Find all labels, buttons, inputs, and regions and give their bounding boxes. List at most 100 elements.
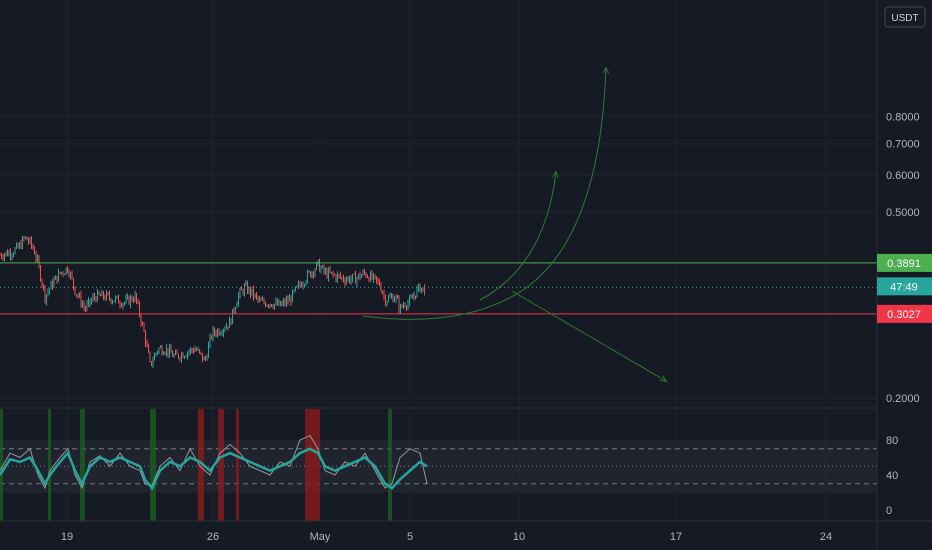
candle-body: [373, 274, 374, 279]
candle-body: [311, 272, 313, 277]
candle-body: [338, 274, 340, 276]
candle-body: [181, 353, 182, 360]
candle-body: [217, 329, 218, 335]
annotations[interactable]: [362, 68, 666, 381]
price-scale[interactable]: 0.8000 0.7000 0.6000 0.5000 0.2000 80 40 0 0.3…: [876, 0, 932, 550]
candle-body: [254, 294, 256, 297]
candle-body: [385, 296, 386, 305]
candle-body: [316, 262, 317, 270]
candle-body: [58, 271, 59, 282]
candle-body: [76, 294, 77, 296]
candle-body: [107, 292, 109, 294]
candle-body: [232, 309, 233, 325]
time-axis[interactable]: 19 26 May 5 10 17 24: [0, 520, 932, 543]
candle-body: [263, 299, 265, 303]
candle-body: [161, 347, 163, 354]
candle-body: [34, 248, 35, 254]
candle-body: [124, 302, 125, 304]
bullish-arrow-1[interactable]: [362, 68, 606, 320]
candle-body: [296, 285, 298, 287]
candle-body: [230, 319, 232, 325]
candle-body: [211, 336, 212, 338]
candle-body: [184, 356, 185, 358]
candle-body: [265, 302, 266, 307]
candle-body: [358, 274, 359, 278]
support-badge-label: 0.3027: [887, 309, 921, 321]
candle-body: [8, 251, 10, 256]
currency-button-frame[interactable]: [884, 6, 926, 28]
oscillator-highlight-column: [388, 409, 392, 521]
resistance-badge: [877, 253, 932, 272]
oscillator-tick-label: 40: [886, 470, 898, 482]
currency-button[interactable]: USDT: [884, 6, 926, 28]
candle-body: [412, 297, 413, 299]
candle-body: [130, 296, 131, 305]
candle-body: [398, 298, 400, 311]
candle-body: [400, 305, 401, 311]
candle-body: [242, 290, 244, 294]
candle-body: [127, 296, 128, 299]
candle-body: [409, 298, 410, 303]
oscillator-lines: [0, 434, 428, 491]
candle-body: [317, 260, 319, 263]
resistance-badge-label: 0.3891: [887, 258, 921, 270]
candle-body: [146, 343, 148, 346]
bullish-arrow-2[interactable]: [479, 172, 556, 301]
candle-body: [359, 274, 361, 279]
bearish-arrow[interactable]: [511, 290, 666, 381]
current-price-badge-label: 47:49: [890, 281, 918, 293]
candle-body: [115, 297, 116, 301]
candle-body: [292, 290, 293, 303]
candle-body: [13, 253, 14, 256]
candle-body: [277, 301, 278, 305]
candle-body: [235, 308, 236, 312]
candle-body: [341, 277, 343, 279]
candle-body: [218, 329, 220, 335]
candle-body: [367, 276, 368, 278]
candle-body: [152, 360, 154, 365]
candle-body: [41, 280, 43, 286]
candle-body: [46, 294, 47, 302]
candle-body: [197, 349, 199, 351]
candle-body: [374, 274, 376, 277]
currency-label: USDT: [891, 13, 918, 24]
candle-body: [131, 296, 133, 301]
time-tick-label: 17: [670, 531, 682, 543]
candle-body: [410, 297, 412, 299]
candle-body: [397, 296, 398, 299]
price-series[interactable]: [0, 235, 425, 369]
candle-body: [202, 353, 203, 361]
candle-body: [328, 269, 329, 278]
candle-body: [187, 352, 188, 357]
candle-body: [302, 284, 304, 287]
candle-body: [290, 297, 292, 303]
candle-body: [128, 296, 130, 305]
price-tick-label: 0.7000: [886, 139, 920, 151]
candle-body: [194, 349, 196, 352]
candle-body: [313, 272, 314, 275]
candle-body: [214, 328, 215, 334]
candle-body: [331, 272, 332, 274]
candle-body: [178, 354, 179, 358]
candle-body: [355, 273, 356, 284]
candle-body: [122, 303, 124, 307]
candle-body: [70, 273, 71, 276]
candle-body: [104, 297, 106, 300]
candle-body: [361, 275, 362, 279]
price-levels[interactable]: [0, 262, 877, 315]
candle-body: [319, 260, 320, 272]
candle-body: [97, 291, 98, 301]
candle-body: [340, 275, 341, 278]
candle-body: [406, 306, 407, 308]
candle-body: [239, 289, 241, 296]
candle-body: [199, 349, 200, 352]
candle-body: [158, 347, 160, 352]
candle-body: [268, 305, 269, 307]
candle-body: [133, 300, 134, 302]
candle-body: [53, 279, 55, 288]
candle-body: [116, 296, 118, 298]
candle-body: [137, 301, 139, 304]
oscillator-band-fill: [0, 440, 877, 493]
